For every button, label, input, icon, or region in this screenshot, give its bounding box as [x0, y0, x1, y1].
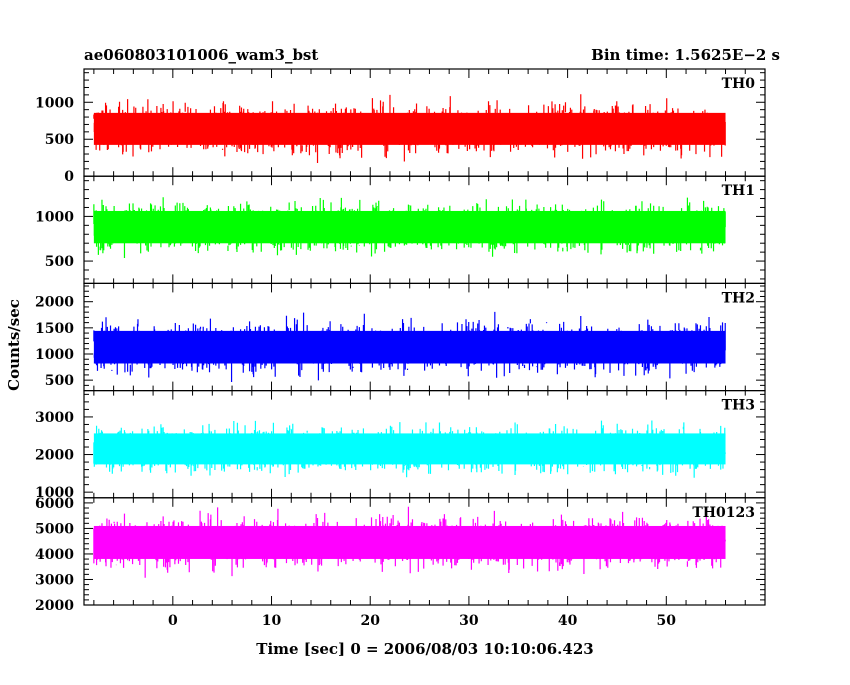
y-tick-label-th2: 1000: [35, 347, 74, 363]
panel-th3: TH3 1000 2000 3000: [35, 390, 766, 501]
chart-title: ae060803101006_wam3_bst: [84, 46, 318, 64]
y-axis-title: Counts/sec: [5, 299, 23, 391]
panel-label-th2: TH2: [722, 290, 755, 306]
y-tick-label-th1: 500: [45, 254, 74, 270]
series-line-th2: [93, 311, 726, 382]
panel-label-th0: TH0: [722, 76, 756, 92]
y-tick-label-th1: 1000: [35, 209, 74, 225]
panel-th1: TH1 500 1000: [35, 175, 766, 284]
series-line-th3: [93, 420, 726, 478]
y-tick-label-th0123: 4000: [35, 547, 74, 563]
y-tick-label-th2: 500: [45, 373, 74, 389]
panel-th0: TH0 0 500 1000: [35, 68, 766, 185]
series-line-th1: [93, 197, 726, 258]
y-tick-label-th0: 1000: [35, 95, 74, 111]
x-tick-label: 30: [459, 613, 479, 629]
y-tick-label-th2: 1500: [35, 321, 74, 337]
x-tick-label: 20: [360, 613, 380, 629]
y-tick-label-th2: 2000: [35, 295, 74, 311]
y-tick-label-th0123: 2000: [35, 598, 74, 614]
series-line-th0123: [93, 506, 726, 578]
x-tick-label: 40: [558, 613, 578, 629]
panel-label-th0123: TH0123: [692, 505, 755, 521]
panel-frame: [83, 497, 766, 606]
panel-th0123: TH0123 2000 3000 4000 5000 6000: [35, 496, 766, 614]
y-tick-label-th0: 0: [64, 169, 74, 185]
panel-label-th1: TH1: [722, 183, 755, 199]
x-tick-label: 50: [657, 613, 677, 629]
panels-group: TH005001000TH15001000TH2500100015002000T…: [35, 68, 766, 629]
panel-label-th3: TH3: [722, 398, 755, 414]
x-tick-label: 0: [168, 613, 178, 629]
y-tick-label-th3: 3000: [35, 410, 74, 426]
y-tick-label-th3: 2000: [35, 448, 74, 464]
series-line-th0: [93, 94, 726, 163]
x-tick-label: 10: [262, 613, 282, 629]
y-tick-label-th3: 1000: [35, 485, 74, 501]
x-axis-title: Time [sec] 0 = 2006/08/03 10:10:06.423: [256, 640, 593, 658]
y-tick-label-th0123: 3000: [35, 572, 74, 588]
panel-th2: TH2 500 1000 1500 2000: [35, 282, 766, 392]
bin-time-label: Bin time: 1.5625E−2 s: [591, 46, 780, 64]
y-tick-label-th0123: 6000: [35, 496, 74, 512]
y-tick-label-th0123: 5000: [35, 521, 74, 537]
y-tick-label-th0: 500: [45, 132, 74, 148]
